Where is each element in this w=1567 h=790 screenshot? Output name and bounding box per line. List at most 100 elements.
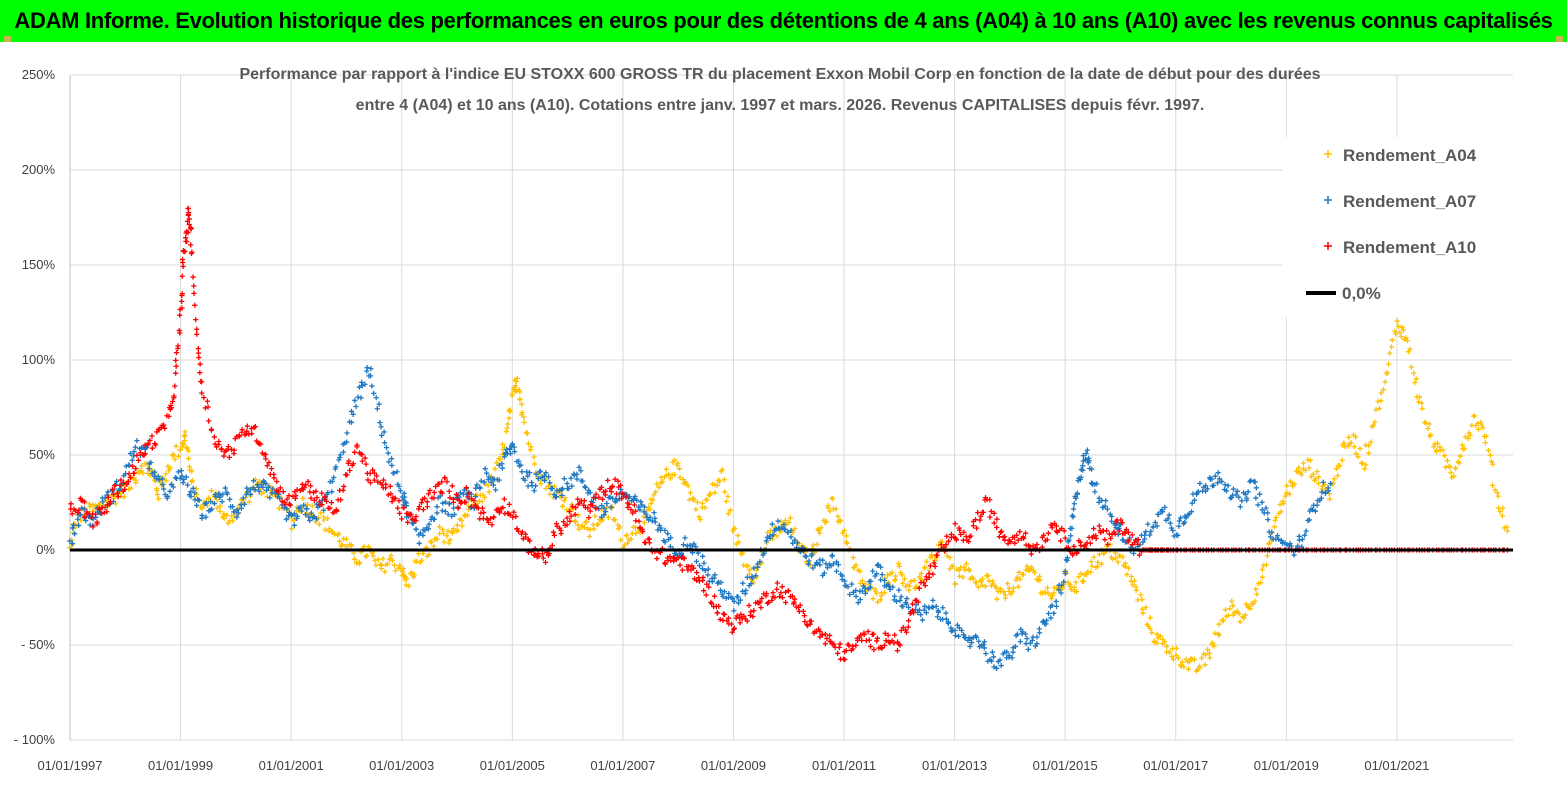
rendement-a07-point <box>1234 488 1240 495</box>
rendement-a10-point <box>897 642 903 648</box>
rendement-a07-point <box>824 565 831 571</box>
rendement-a04-point <box>1078 570 1084 577</box>
resize-handle-top-right[interactable] <box>1556 36 1563 43</box>
rendement-a10-point <box>709 601 715 607</box>
rendement-a04-point <box>431 543 437 549</box>
rendement-a10-point <box>173 370 179 376</box>
rendement-a04-point <box>264 494 270 500</box>
rendement-a07-point <box>413 526 419 533</box>
rendement-a10-point <box>396 498 402 504</box>
rendement-a04-point <box>896 563 902 569</box>
rendement-a07-point <box>307 517 313 524</box>
rendement-a07-point <box>522 477 528 483</box>
rendement-a07-point <box>333 464 339 470</box>
rendement-a10-point <box>205 404 211 410</box>
rendement-a10-point <box>449 483 455 489</box>
rendement-a04-point <box>1398 333 1404 340</box>
rendement-a04-point <box>1475 420 1481 426</box>
rendement-a04-point <box>618 537 624 543</box>
rendement-a04-point <box>1048 596 1055 602</box>
rendement-a07-point <box>180 480 186 486</box>
rendement-a07-point <box>1048 615 1054 621</box>
rendement-a07-point <box>75 516 81 522</box>
rendement-a04-point <box>1483 433 1489 440</box>
legend-label: 0,0% <box>1342 284 1381 303</box>
rendement-a10-point <box>308 495 314 501</box>
rendement-a10-point <box>347 467 353 474</box>
rendement-a07-point <box>331 474 337 481</box>
rendement-a07-point <box>1029 637 1035 644</box>
rendement-a10-point <box>172 383 178 389</box>
rendement-a07-point <box>1310 507 1316 513</box>
rendement-a04-point <box>1149 630 1155 636</box>
rendement-a10-point <box>128 475 134 481</box>
rendement-a07-point <box>1056 587 1062 593</box>
rendement-a10-point <box>536 553 542 559</box>
rendement-a10-point <box>226 454 232 460</box>
rendement-a07-point <box>1064 555 1071 561</box>
rendement-a04-point <box>67 545 73 551</box>
rendement-a10-point <box>977 517 983 523</box>
rendement-a04-point <box>572 519 579 525</box>
rendement-a07-point <box>231 509 237 515</box>
rendement-a07-point <box>377 420 383 426</box>
rendement-a10-point <box>188 226 194 232</box>
rendement-a10-point <box>388 491 394 497</box>
rendement-a10-point <box>179 291 185 297</box>
rendement-a10-point <box>1093 535 1099 542</box>
rendement-a10-point <box>866 637 872 643</box>
rendement-a07-point <box>680 542 687 548</box>
rendement-a07-point <box>199 515 205 521</box>
rendement-a04-point <box>947 566 953 572</box>
rendement-a10-point <box>589 502 595 509</box>
rendement-a10-point <box>142 451 148 457</box>
rendement-a04-point <box>354 560 360 566</box>
rendement-a07-point <box>277 495 283 501</box>
rendement-a07-point <box>378 424 384 430</box>
rendement-a10-point <box>677 562 683 568</box>
rendement-a04-point <box>1351 444 1357 450</box>
rendement-a10-point <box>395 505 401 511</box>
rendement-a04-point <box>924 559 930 565</box>
rendement-a04-point <box>736 539 742 545</box>
rendement-a07-point <box>1215 470 1221 476</box>
rendement-a07-point <box>355 394 361 400</box>
rendement-a07-point <box>1094 481 1100 487</box>
rendement-a04-point <box>1051 590 1057 596</box>
rendement-a07-point <box>1267 534 1274 540</box>
rendement-a07-point <box>1147 532 1153 538</box>
rendement-a10-point <box>371 470 378 476</box>
legend-plus-marker <box>1324 242 1332 250</box>
rendement-a04-point <box>206 495 212 501</box>
rendement-a04-point <box>375 557 381 563</box>
rendement-a07-point <box>842 578 848 584</box>
rendement-a04-point <box>1415 399 1422 405</box>
rendement-a04-point <box>1231 609 1237 616</box>
rendement-a04-point <box>1016 569 1022 575</box>
rendement-a07-point <box>878 577 884 583</box>
rendement-a04-point <box>163 478 169 484</box>
rendement-a07-point <box>705 566 711 572</box>
rendement-a04-point <box>725 511 731 517</box>
rendement-a07-point <box>1253 495 1259 501</box>
rendement-a07-point <box>474 482 480 488</box>
rendement-a07-point <box>258 481 264 488</box>
rendement-a04-point <box>1284 490 1290 496</box>
rendement-a07-point <box>170 484 176 490</box>
rendement-a04-point <box>454 522 460 528</box>
rendement-a07-point <box>643 511 649 517</box>
rendement-a04-point <box>1363 462 1369 468</box>
rendement-a10-point <box>94 521 100 527</box>
x-tick-label: 01/01/2003 <box>369 758 434 773</box>
rendement-a07-point <box>810 565 816 571</box>
rendement-a07-point <box>1010 649 1016 655</box>
rendement-a07-point <box>1263 505 1269 511</box>
rendement-a04-point <box>1013 577 1019 583</box>
resize-handle-top-left[interactable] <box>4 36 11 43</box>
rendement-a07-point <box>442 499 449 505</box>
rendement-a07-point <box>552 494 559 500</box>
rendement-a07-point <box>178 468 184 474</box>
rendement-a04-point <box>528 444 534 450</box>
rendement-a04-point <box>1147 615 1153 621</box>
rendement-a10-point <box>263 451 269 457</box>
